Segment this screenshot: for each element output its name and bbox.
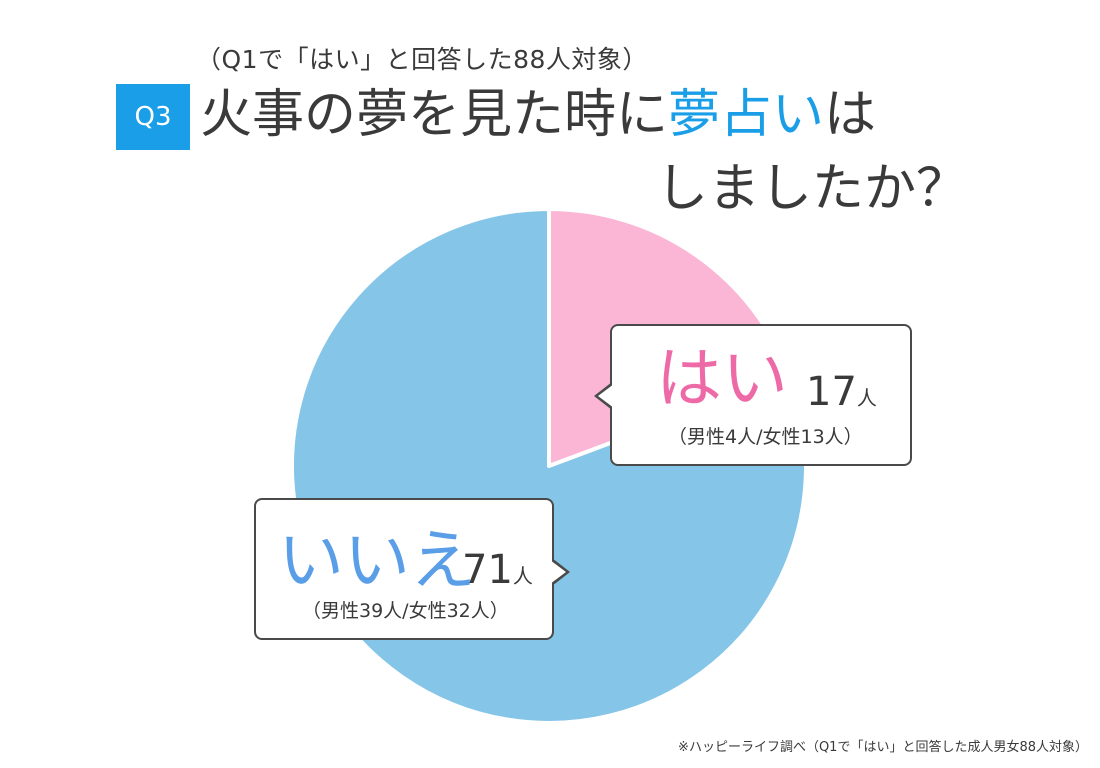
no-breakdown: （男性39人/女性32人） (302, 600, 509, 622)
yes-breakdown: （男性4人/女性13人） (668, 426, 863, 448)
no-count-unit: 人 (512, 564, 533, 588)
no-label: いいえ (278, 522, 476, 599)
title-accent: 夢占い (668, 85, 825, 145)
no-count: 71人 (462, 548, 533, 598)
title-part2: は (824, 85, 877, 145)
no-count-value: 71 (462, 547, 513, 593)
yes-count-unit: 人 (856, 386, 877, 410)
yes-count: 17人 (806, 370, 877, 420)
yes-count-value: 17 (806, 369, 857, 415)
page-title: 火事の夢を見た時に夢占いは しましたか？ (200, 78, 968, 226)
no-callout: いいえ 71人 （男性39人/女性32人） (254, 498, 570, 640)
source-footnote: ※ハッピーライフ調べ（Q1で「はい」と回答した成人男女88人対象） (678, 740, 1088, 755)
question-badge: Q3 (116, 84, 190, 150)
callout-pointer-fill (550, 560, 566, 584)
title-line2: しましたか？ (656, 159, 969, 219)
title-part1: 火事の夢を見た時に (200, 85, 669, 145)
yes-callout: はい 17人 （男性4人/女性13人） (594, 324, 912, 466)
subtitle: （Q1で「はい」と回答した88人対象） (196, 45, 648, 74)
yes-label: はい (656, 340, 788, 417)
callout-pointer-fill (598, 384, 614, 408)
